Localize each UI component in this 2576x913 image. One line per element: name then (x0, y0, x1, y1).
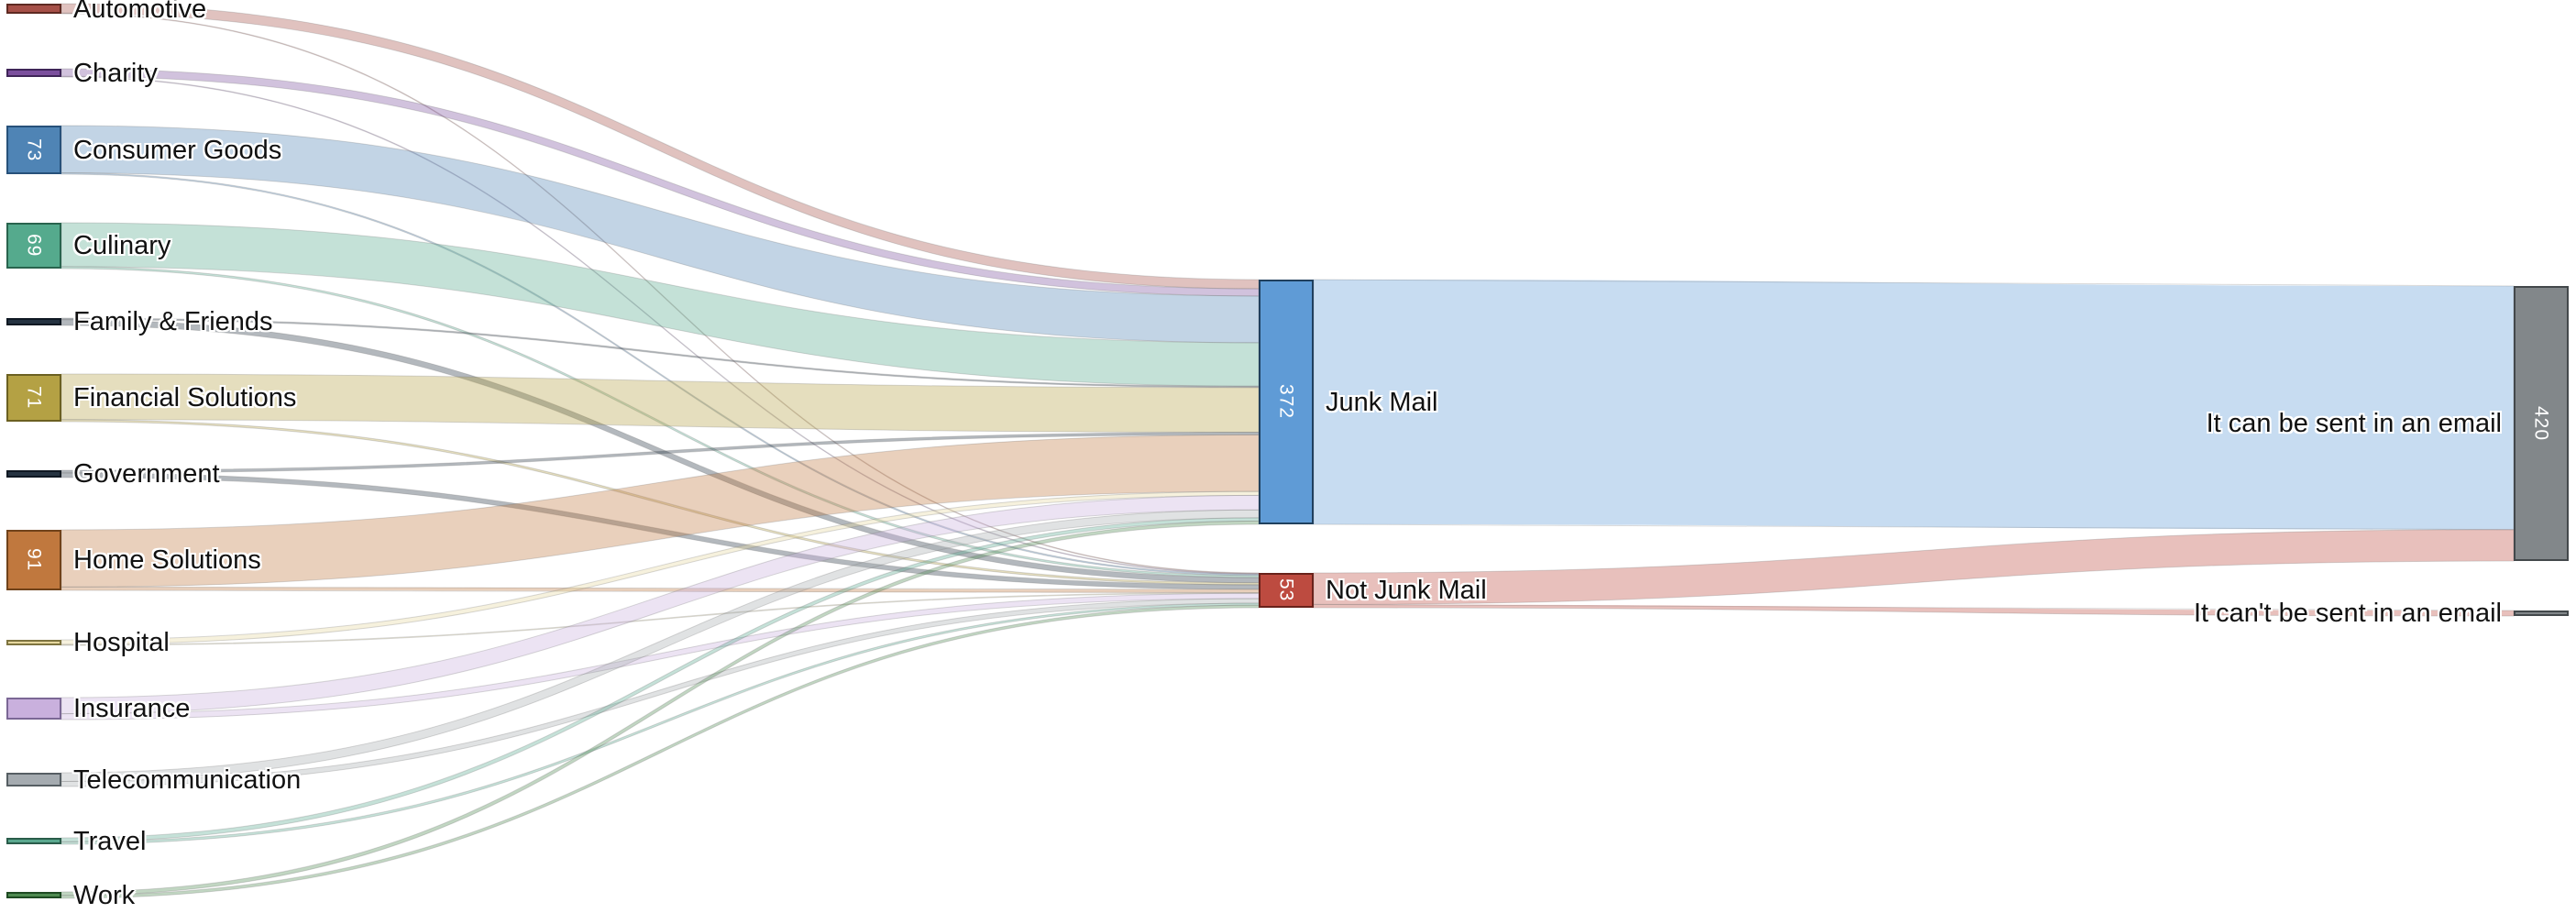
node-label-telecommunication: Telecommunication (73, 764, 302, 795)
flow-not-junk-mail-to-cant-email[interactable] (1313, 603, 2515, 617)
node-work[interactable] (6, 892, 61, 898)
node-automotive[interactable] (6, 4, 61, 14)
node-government[interactable] (6, 470, 61, 478)
node-charity[interactable] (6, 69, 61, 77)
node-financial-solutions[interactable]: 71 (6, 374, 61, 422)
flow-work-to-junk-mail[interactable] (61, 520, 1260, 896)
node-label-insurance: Insurance (73, 694, 191, 723)
node-travel[interactable] (6, 838, 61, 844)
node-value-not-junk-mail: 53 (1275, 578, 1297, 602)
node-value-culinary: 69 (23, 234, 45, 258)
node-junk-mail[interactable]: 372 (1259, 280, 1314, 524)
node-value-can-email: 420 (2530, 405, 2552, 442)
node-label-home-solutions: Home Solutions (73, 545, 261, 575)
node-label-work: Work (73, 880, 136, 910)
node-label-charity: Charity (73, 58, 158, 88)
node-value-home-solutions: 91 (23, 548, 45, 572)
flow-home-solutions-to-not-junk-mail[interactable] (61, 586, 1260, 594)
node-family-friends[interactable] (6, 318, 61, 325)
node-hospital[interactable] (6, 640, 61, 645)
node-label-travel: Travel (73, 826, 147, 856)
node-not-junk-mail[interactable]: 53 (1259, 573, 1314, 608)
node-consumer-goods[interactable]: 73 (6, 126, 61, 174)
node-label-consumer-goods: Consumer Goods (73, 135, 282, 165)
node-culinary[interactable]: 69 (6, 223, 61, 269)
node-home-solutions[interactable]: 91 (6, 530, 61, 590)
node-label-automotive: Automotive (73, 0, 207, 24)
node-label-family-friends: Family & Friends (73, 307, 273, 336)
node-label-cant-email: It can't be sent in an email (2193, 599, 2502, 628)
node-telecommunication[interactable] (6, 773, 61, 786)
node-insurance[interactable] (6, 698, 61, 720)
node-value-junk-mail: 372 (1275, 384, 1297, 420)
node-value-financial-solutions: 71 (23, 386, 45, 410)
node-can-email[interactable]: 420 (2514, 286, 2569, 561)
node-label-can-email: It can be sent in an email (2206, 409, 2502, 438)
node-label-government: Government (73, 459, 220, 489)
node-label-financial-solutions: Financial Solutions (73, 383, 297, 412)
node-value-consumer-goods: 73 (23, 138, 45, 162)
node-label-culinary: Culinary (73, 231, 171, 260)
node-label-hospital: Hospital (73, 628, 170, 657)
flow-work-to-not-junk-mail[interactable] (61, 604, 1260, 899)
flow-not-junk-mail-to-can-email[interactable] (1313, 529, 2515, 605)
node-cant-email[interactable] (2514, 610, 2569, 616)
node-label-junk-mail: Junk Mail (1326, 387, 1438, 417)
node-label-not-junk-mail: Not Junk Mail (1326, 576, 1487, 605)
flow-junk-mail-to-can-email[interactable] (1313, 279, 2515, 531)
